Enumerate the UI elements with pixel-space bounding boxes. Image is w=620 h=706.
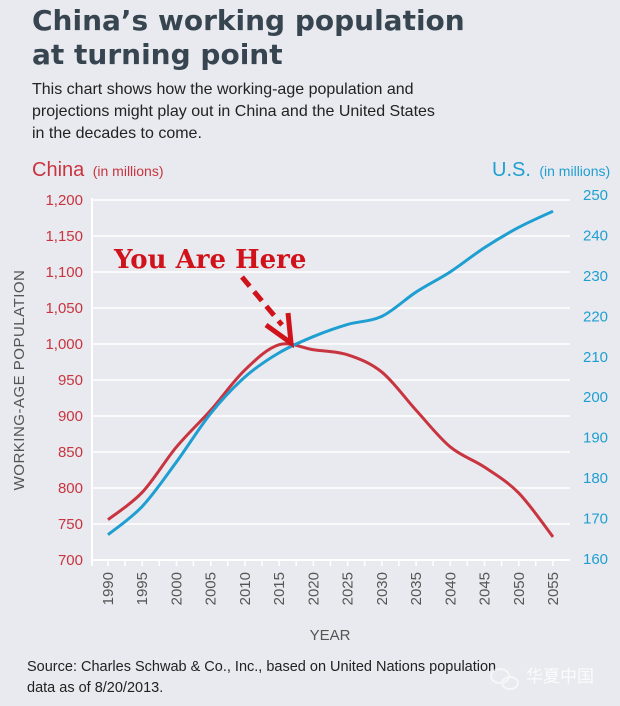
us-series-line (107, 209, 554, 536)
china-unit: (in millions) (93, 163, 164, 179)
us-label: U.S. (492, 159, 531, 181)
china-label: China (32, 159, 85, 181)
left-tick-label: 900 (58, 408, 83, 425)
wechat-watermark-icon (490, 668, 519, 690)
left-tick-label: 1,100 (45, 264, 83, 281)
left-tick-label: 1,000 (45, 336, 83, 353)
x-tick-label: 2000 (168, 572, 185, 605)
x-tick-label: 2015 (271, 572, 288, 605)
x-tick-label: 2040 (442, 572, 459, 605)
watermark-text: 华夏中国 (526, 667, 594, 686)
x-tick-label: 2050 (511, 572, 528, 605)
right-tick-label: 220 (583, 308, 608, 325)
x-tick-label: 2045 (477, 572, 494, 605)
left-tick-label: 950 (58, 372, 83, 389)
left-tick-label: 750 (58, 516, 83, 533)
left-tick-label: 700 (58, 552, 83, 569)
x-tick-label: 2005 (203, 572, 220, 605)
x-tick-label: 2030 (374, 572, 391, 605)
right-axis-legend: U.S. (in millions) (492, 159, 610, 181)
y-axis-label: WORKING-AGE POPULATION (11, 270, 28, 491)
right-tick-label: 170 (583, 511, 608, 528)
right-tick-label: 230 (583, 268, 608, 285)
left-tick-label: 850 (58, 444, 83, 461)
right-tick-label: 250 (583, 187, 608, 204)
source-line-2: data as of 8/20/2013. (27, 680, 163, 696)
annotation-arrow-head-icon (264, 312, 295, 349)
china-series-line (107, 342, 555, 538)
x-tick-label: 2035 (408, 572, 425, 605)
you-are-here-annotation: You Are Here (113, 245, 306, 349)
us-unit: (in millions) (539, 163, 610, 179)
left-tick-label: 1,050 (45, 300, 83, 317)
left-tick-label: 800 (58, 480, 83, 497)
x-tick-label: 1995 (134, 572, 151, 605)
x-tick-label: 2010 (237, 572, 254, 605)
left-tick-label: 1,150 (45, 228, 83, 245)
right-tick-label: 210 (583, 349, 608, 366)
subtitle-line-1: This chart shows how the working-age pop… (32, 81, 414, 98)
x-tick-label: 2025 (340, 572, 357, 605)
annotation-arrow-shaft (240, 275, 284, 327)
right-tick-label: 240 (583, 227, 608, 244)
source-line-1: Source: Charles Schwab & Co., Inc., base… (27, 659, 496, 675)
x-tick-label: 2020 (305, 572, 322, 605)
x-tick-label: 2055 (545, 572, 562, 605)
title-line-2: at turning point (32, 38, 283, 71)
annotation-text: You Are Here (113, 245, 306, 275)
right-tick-label: 180 (583, 470, 608, 487)
x-tick-label: 1990 (100, 572, 117, 605)
right-tick-label: 190 (583, 430, 608, 447)
left-tick-label: 1,200 (45, 192, 83, 209)
subtitle-line-2: projections might play out in China and … (32, 103, 435, 120)
x-axis-label: YEAR (310, 627, 351, 644)
subtitle-line-3: in the decades to come. (32, 125, 202, 142)
right-tick-label: 160 (583, 551, 608, 568)
title-line-1: China’s working population (32, 4, 465, 37)
left-axis-legend: China (in millions) (32, 159, 164, 181)
right-tick-label: 200 (583, 389, 608, 406)
